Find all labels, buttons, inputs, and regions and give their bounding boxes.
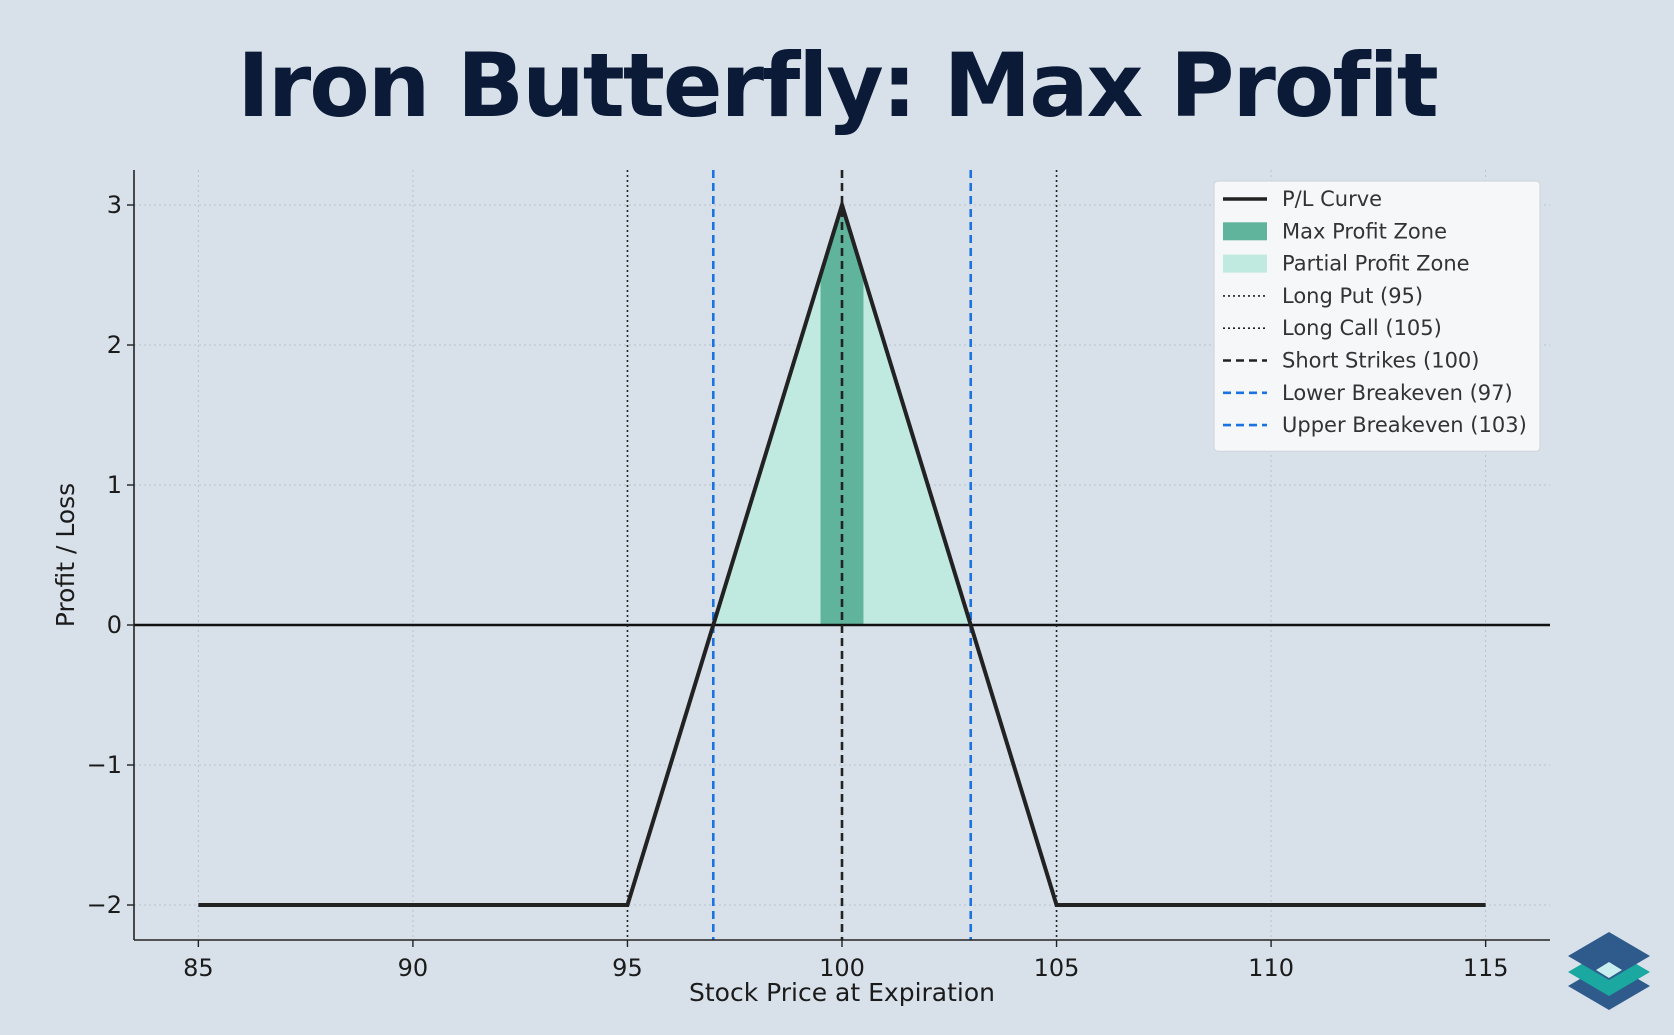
x-tick-label: 110 [1248, 954, 1294, 982]
y-tick-label: 2 [107, 331, 122, 359]
x-tick-label: 115 [1463, 954, 1509, 982]
logo-layer-top [1568, 932, 1650, 980]
legend-label-short-strikes-100: Short Strikes (100) [1282, 349, 1479, 373]
y-axis-label: Profit / Loss [51, 483, 80, 627]
y-tick-label: 0 [107, 611, 122, 639]
x-tick-label: 90 [398, 954, 429, 982]
legend: P/L Curve Max Profit Zone Partial Profit Z… [1213, 180, 1541, 452]
stacked-layers-logo-icon [1568, 932, 1650, 1010]
legend-label-long-put-95: Long Put (95) [1282, 284, 1423, 308]
page-title: Iron Butterfly: Max Profit [237, 34, 1439, 137]
legend-swatch-max-profit-zone [1223, 222, 1267, 241]
x-tick-label: 100 [819, 954, 865, 982]
legend-label-p-l-curve: P/L Curve [1282, 187, 1382, 211]
x-tick-label: 85 [183, 954, 214, 982]
series-layer [198, 198, 1486, 907]
x-tick-label: 105 [1034, 954, 1080, 982]
legend-swatch-partial-profit-zone [1223, 254, 1267, 273]
legend-box [1213, 180, 1541, 452]
tick-layer: 85 90 95 100 105 110 115 3 2 1 0 −1 −2 [87, 191, 1509, 982]
legend-label-max-profit-zone: Max Profit Zone [1282, 219, 1447, 243]
legend-label-long-call-105: Long Call (105) [1282, 316, 1442, 340]
logo-layer-inner [1596, 962, 1622, 978]
y-tick-label: −2 [87, 891, 122, 919]
strike-lines-layer [626, 170, 1058, 940]
x-axis-label: Stock Price at Expiration [689, 978, 995, 1007]
y-tick-label: 3 [107, 191, 122, 219]
x-tick-label: 95 [612, 954, 643, 982]
legend-label-upper-breakeven-103: Upper Breakeven (103) [1282, 413, 1527, 437]
legend-label-lower-breakeven-97: Lower Breakeven (97) [1282, 381, 1513, 405]
y-tick-label: 1 [107, 471, 122, 499]
y-tick-label: −1 [87, 751, 122, 779]
zone-layer [713, 205, 971, 625]
legend-label-partial-profit-zone: Partial Profit Zone [1282, 252, 1470, 276]
max-profit-zone [820, 205, 864, 625]
